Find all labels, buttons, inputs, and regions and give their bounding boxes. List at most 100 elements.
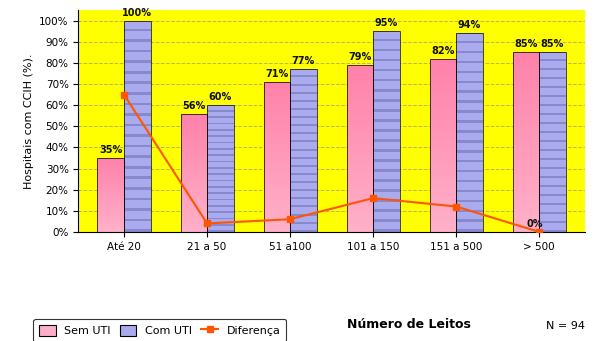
Bar [207, 224, 234, 225]
Bar [180, 170, 207, 173]
Text: 71%: 71% [265, 69, 288, 79]
Bar [180, 178, 207, 180]
Bar [290, 213, 317, 216]
Bar [98, 205, 124, 207]
Bar [429, 138, 456, 142]
Bar [456, 61, 483, 63]
Bar [347, 228, 373, 232]
Bar [290, 132, 317, 134]
Bar [98, 192, 124, 193]
Bar [180, 194, 207, 196]
Bar [429, 187, 456, 190]
Bar [98, 222, 124, 223]
Bar [513, 175, 539, 178]
Bar [180, 149, 207, 151]
Bar [429, 59, 456, 232]
Bar [98, 186, 124, 188]
Bar [180, 116, 207, 118]
Bar [98, 176, 124, 177]
Bar [98, 226, 124, 227]
Bar [264, 148, 290, 151]
Bar [513, 81, 539, 85]
Bar [513, 121, 539, 124]
Bar [180, 220, 207, 222]
Bar [98, 213, 124, 214]
Bar [264, 130, 290, 133]
Bar [429, 83, 456, 87]
Bar [456, 33, 483, 232]
Bar [180, 140, 207, 142]
Bar [180, 218, 207, 220]
Bar [347, 215, 373, 219]
Bar [513, 149, 539, 153]
Bar [264, 88, 290, 91]
Bar [180, 135, 207, 137]
Bar [264, 85, 290, 88]
Text: 100%: 100% [122, 8, 153, 18]
Bar [124, 197, 151, 200]
Bar [124, 155, 151, 158]
Bar [264, 94, 290, 97]
Bar [264, 202, 290, 205]
Bar [429, 135, 456, 138]
Bar [347, 155, 373, 159]
Bar [180, 154, 207, 156]
Bar [373, 139, 400, 142]
Bar [513, 171, 539, 175]
Bar [513, 138, 539, 142]
Bar [347, 185, 373, 189]
Bar [513, 221, 539, 225]
Bar [264, 172, 290, 175]
Bar [264, 127, 290, 130]
Text: 85%: 85% [541, 39, 564, 49]
Bar [207, 198, 234, 200]
Bar [513, 218, 539, 221]
Bar [264, 115, 290, 118]
Bar [347, 189, 373, 192]
Bar [264, 220, 290, 223]
Bar [264, 82, 290, 232]
Bar [180, 187, 207, 189]
Bar [98, 202, 124, 204]
Bar [290, 173, 317, 175]
Bar [180, 227, 207, 229]
Bar [180, 142, 207, 144]
Bar [98, 211, 124, 213]
Bar [513, 85, 539, 88]
Bar [98, 183, 124, 184]
Bar [264, 166, 290, 169]
Bar [180, 196, 207, 199]
Bar [98, 204, 124, 205]
Bar [98, 214, 124, 216]
Bar [98, 158, 124, 160]
Bar [456, 130, 483, 133]
Bar [264, 112, 290, 115]
Text: 35%: 35% [99, 145, 122, 155]
Bar [264, 214, 290, 217]
Bar [513, 157, 539, 160]
Bar [429, 208, 456, 211]
Bar [180, 225, 207, 227]
Bar [290, 230, 317, 232]
Bar [207, 123, 234, 124]
Bar [513, 114, 539, 117]
Bar [180, 156, 207, 159]
Bar [429, 114, 456, 118]
Bar [180, 166, 207, 168]
Bar [373, 119, 400, 122]
Bar [429, 118, 456, 121]
Bar [513, 185, 539, 189]
Bar [98, 162, 124, 164]
Bar [180, 206, 207, 208]
Bar [347, 192, 373, 195]
Text: 85%: 85% [514, 39, 538, 49]
Bar [98, 216, 124, 217]
Bar [264, 82, 290, 85]
Bar [347, 179, 373, 182]
Bar [290, 69, 317, 232]
Bar [347, 102, 373, 105]
Bar [513, 131, 539, 135]
Bar [98, 191, 124, 192]
Bar [180, 125, 207, 128]
Bar [264, 145, 290, 148]
